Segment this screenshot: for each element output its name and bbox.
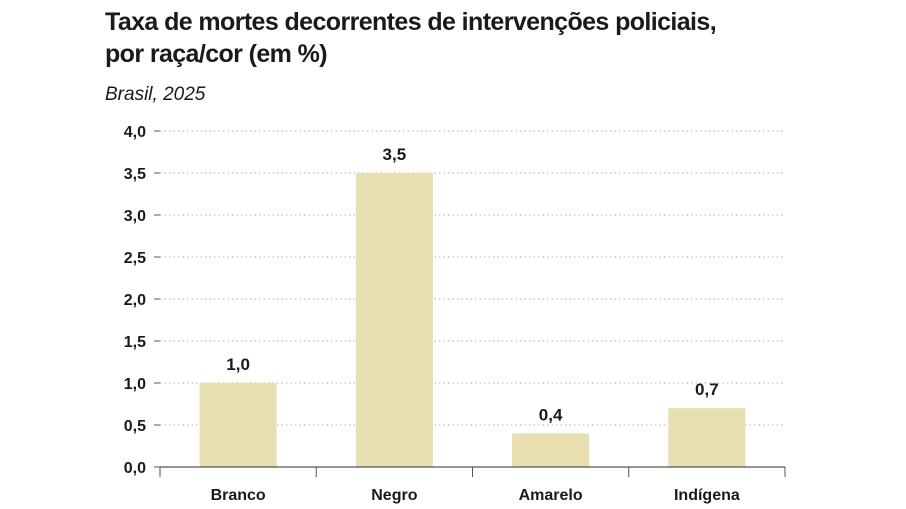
chart-title: Taxa de mortes decorrentes de intervençõ… bbox=[105, 6, 825, 70]
bar bbox=[355, 173, 433, 467]
x-category-label: Branco bbox=[211, 487, 266, 504]
data-label: 0,7 bbox=[695, 380, 719, 399]
y-tick-label: 0,5 bbox=[124, 418, 146, 435]
chart-title-line-2: por raça/cor (em %) bbox=[105, 40, 328, 68]
bar bbox=[199, 383, 277, 467]
x-category-label: Amarelo bbox=[519, 487, 583, 504]
y-tick-label: 3,0 bbox=[124, 208, 146, 225]
data-label: 0,4 bbox=[539, 405, 563, 424]
x-category-label: Indígena bbox=[674, 487, 740, 504]
chart-title-line-1: Taxa de mortes decorrentes de intervençõ… bbox=[105, 8, 717, 36]
data-label: 1,0 bbox=[226, 355, 250, 374]
y-tick-label: 2,5 bbox=[124, 250, 146, 267]
bar bbox=[512, 433, 590, 467]
data-label: 3,5 bbox=[383, 145, 407, 164]
y-tick-label: 1,0 bbox=[124, 376, 146, 393]
y-tick-label: 0,0 bbox=[124, 460, 146, 477]
y-tick-label: 1,5 bbox=[124, 334, 146, 351]
x-category-label: Negro bbox=[371, 487, 417, 504]
y-tick-label: 2,0 bbox=[124, 292, 146, 309]
bar bbox=[668, 408, 746, 467]
y-tick-label: 4,0 bbox=[124, 124, 146, 141]
chart-subtitle: Brasil, 2025 bbox=[105, 84, 206, 105]
y-tick-label: 3,5 bbox=[124, 166, 146, 183]
